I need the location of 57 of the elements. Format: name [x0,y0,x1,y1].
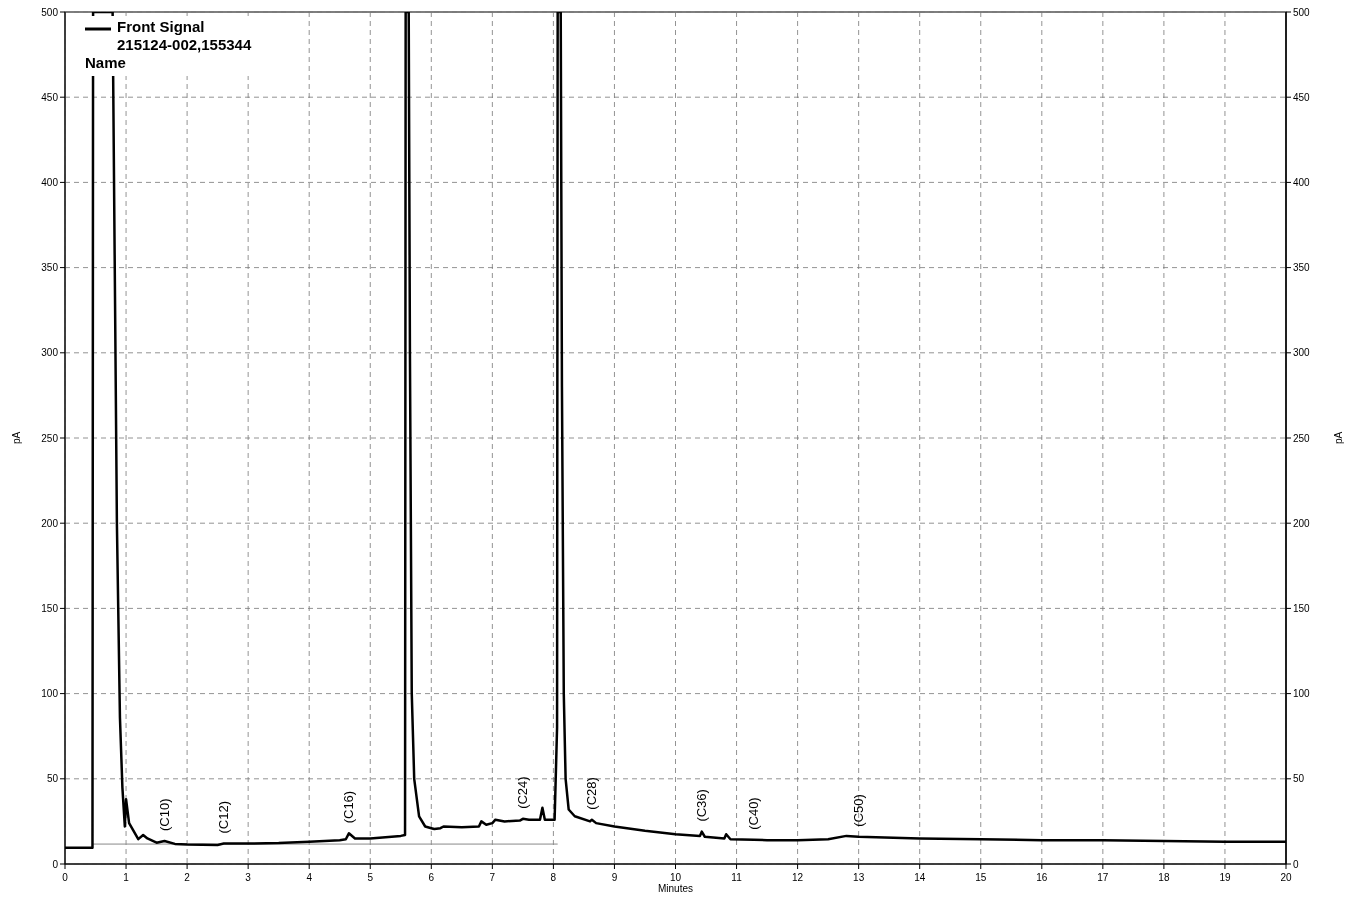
y2-tick-label: 100 [1293,688,1311,700]
x-tick-label: 12 [792,872,804,883]
x-tick-label: 16 [1036,872,1048,883]
y2-axis-title: pA [1333,431,1344,445]
x-tick-label: 4 [306,872,313,883]
annotation: (C10) [156,798,172,831]
y2-tick-label: 150 [1293,602,1311,614]
y-tick-label: 200 [41,517,59,529]
legend-label: Front Signal [117,18,205,35]
y2-tick-label: 50 [1293,773,1305,785]
y2-tick-label: 200 [1293,517,1311,529]
annotation: (C50) [850,794,866,827]
y-tick-label: 150 [41,602,59,614]
annotation: (C28) [583,777,599,810]
x-tick-label: 19 [1219,872,1231,883]
x-tick-label: 13 [853,872,865,883]
y-tick-label: 100 [41,688,59,700]
x-tick-label: 8 [550,872,557,883]
y2-tick-label: 250 [1293,432,1311,444]
y2-tick-label: 450 [1293,91,1311,103]
x-tick-label: 6 [428,872,435,883]
x-tick-label: 14 [914,872,926,883]
x-tick-label: 15 [975,872,987,883]
y2-tick-label: 400 [1293,176,1311,188]
y-tick-label: 300 [41,347,59,359]
x-tick-label: 0 [62,872,69,883]
annotation: (C36) [693,789,709,822]
annotation: (C12) [215,801,231,834]
x-tick-label: 2 [184,872,191,883]
y2-tick-label: 300 [1293,347,1311,359]
x-axis-title: Minutes [657,883,694,894]
y-tick-label: 450 [41,91,59,103]
x-tick-label: 3 [245,872,252,883]
x-tick-label: 18 [1158,872,1170,883]
y-tick-label: 500 [41,6,59,18]
annotation: (C40) [745,797,761,830]
x-tick-label: 7 [489,872,496,883]
y-tick-label: 0 [52,858,59,870]
y2-tick-label: 0 [1293,858,1299,870]
x-tick-label: 9 [611,872,618,883]
x-tick-label: 17 [1097,872,1109,883]
annotation: 215124-002,155344 [117,36,252,53]
x-tick-label: 10 [669,872,682,883]
x-tick-label: 5 [367,872,374,883]
y-tick-label: 250 [41,432,59,444]
y-tick-label: 50 [46,773,59,785]
annotation: Name [85,54,126,71]
y2-tick-label: 350 [1293,262,1311,274]
x-tick-label: 11 [731,872,743,883]
x-tick-label: 1 [123,872,130,883]
y-axis-title: pA [11,431,22,445]
annotation: (C16) [340,790,356,824]
x-tick-label: 20 [1280,872,1292,883]
y-tick-label: 350 [41,262,59,274]
y-tick-label: 400 [41,176,59,188]
y2-tick-label: 500 [1293,6,1311,18]
annotation: (C24) [514,776,530,809]
